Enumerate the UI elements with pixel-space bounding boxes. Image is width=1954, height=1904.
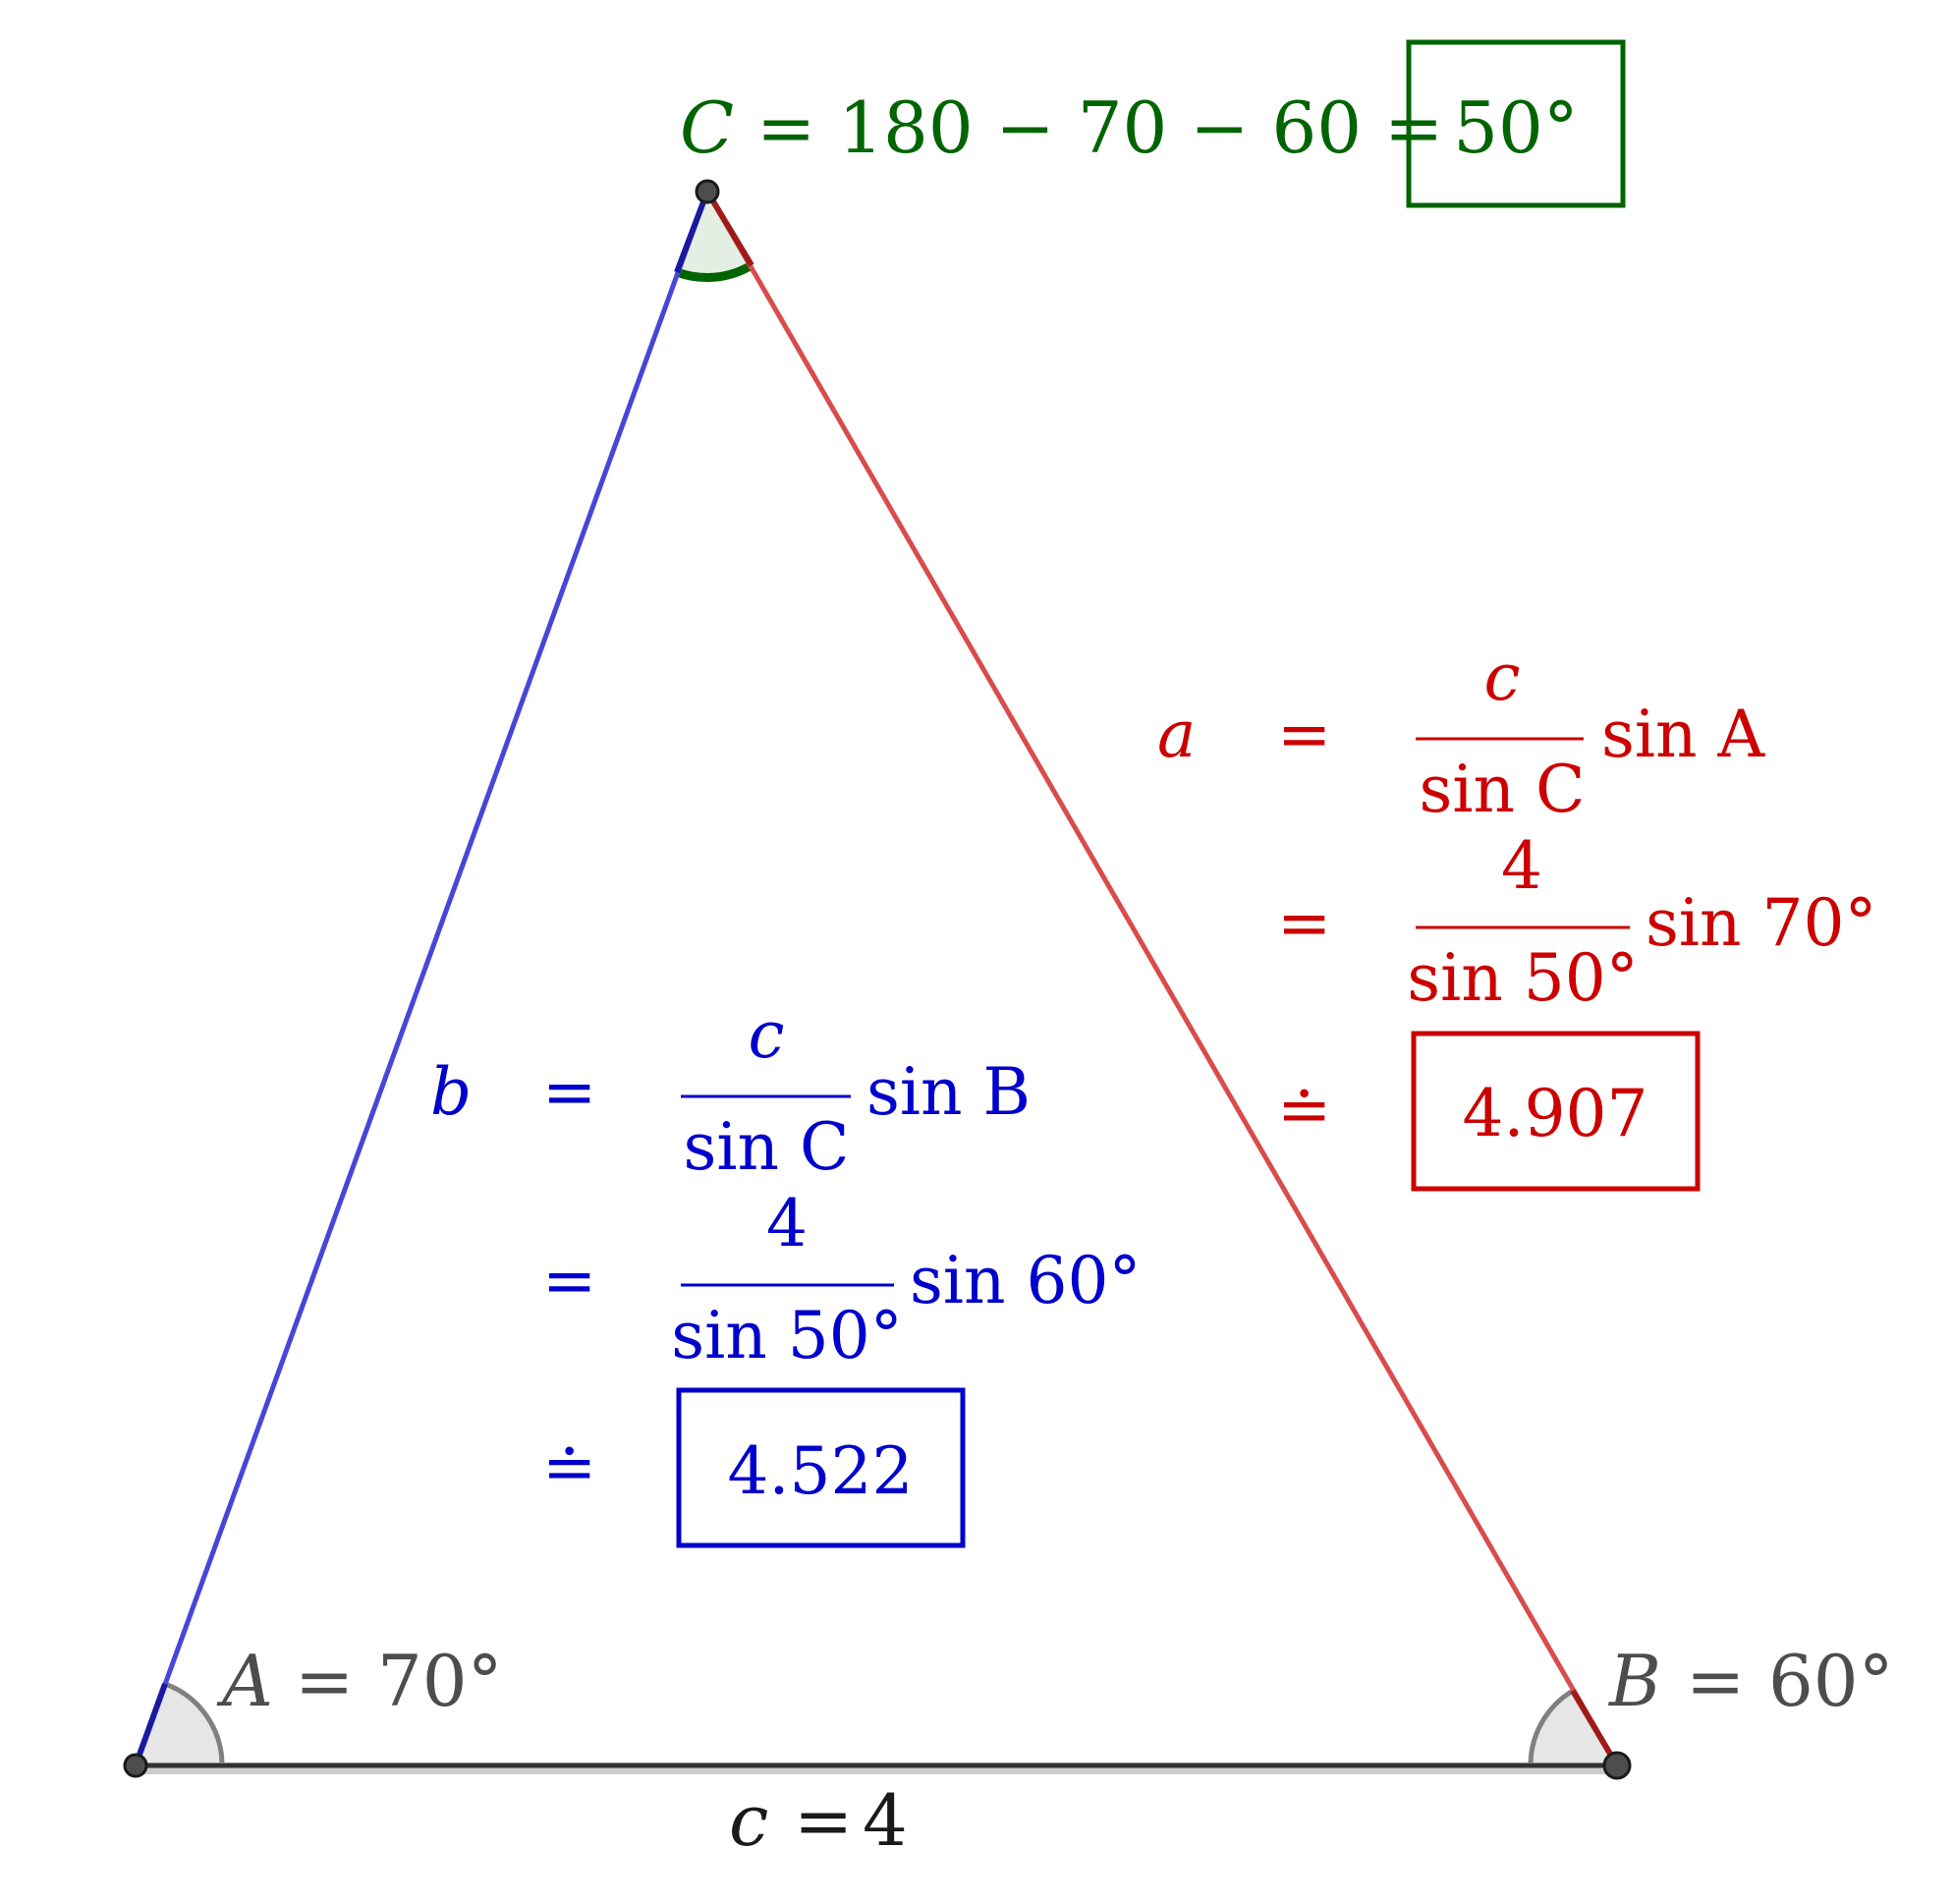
side-b-line2-rel: = <box>542 1243 596 1318</box>
side-b-accent-C <box>674 190 710 274</box>
angle-B-var: B <box>1607 1640 1661 1722</box>
side-b-accent-A <box>133 1682 168 1767</box>
side-a-line2-rel: = <box>1277 885 1331 961</box>
side-a-line2-tail: sin 70° <box>1646 885 1876 961</box>
angle-C-calc: C = 180 − 70 − 60 = 50° <box>680 39 1626 208</box>
side-a-line1-rel: = <box>1277 697 1331 772</box>
angle-A-arc <box>164 1681 225 1766</box>
side-a-line2-num: 4 <box>1501 828 1542 904</box>
side-c-var: c <box>729 1779 768 1862</box>
side-b-line1-den: sin C <box>684 1109 850 1185</box>
side-c-value: 4 <box>863 1779 908 1862</box>
side-b-lhs: b <box>430 1054 472 1130</box>
angle-A-eq: = <box>295 1640 354 1722</box>
side-a-line1-tail: sin A <box>1601 697 1765 772</box>
side-b-calc: b = c sin C sin B = 4 sin 50° sin 60° ≐ … <box>430 997 1141 1548</box>
angle-C-arc <box>675 261 754 282</box>
side-b-line2-num: 4 <box>766 1186 808 1261</box>
side-b-line3-rel: ≐ <box>542 1429 596 1505</box>
side-a-line2-den: sin 50° <box>1407 940 1638 1016</box>
vertex-A <box>123 1753 148 1778</box>
angle-A-value: 70° <box>377 1640 503 1722</box>
side-a <box>704 190 1620 1767</box>
side-a-line1-num: c <box>1484 640 1521 715</box>
angle-B-eq: = <box>1686 1640 1745 1722</box>
angle-C-expr: = 180 − 70 − 60 = <box>756 86 1443 169</box>
side-a-accent-B <box>1570 1689 1620 1767</box>
side-a-line3-rel: ≐ <box>1277 1072 1331 1148</box>
angle-C-result-box <box>1406 39 1626 208</box>
side-a-calc: a = c sin C sin A = 4 sin 50° sin 70° ≐ … <box>1157 640 1876 1192</box>
side-b-line1-num: c <box>749 997 785 1073</box>
side-a-line1-den: sin C <box>1420 752 1586 827</box>
side-b-line1-tail: sin B <box>866 1054 1031 1130</box>
angle-C-var: C <box>680 86 734 169</box>
angle-B-arc <box>1528 1688 1575 1766</box>
side-a-result: 4.907 <box>1463 1076 1648 1151</box>
side-b <box>133 191 710 1766</box>
angle-A-label: A = 70° <box>216 1640 503 1722</box>
angle-A-var: A <box>216 1640 273 1722</box>
side-a-lhs: a <box>1157 697 1196 772</box>
side-c-eq: = <box>794 1779 853 1862</box>
side-a-accent-C <box>704 190 754 267</box>
side-b-line1-rel: = <box>542 1054 596 1130</box>
vertex-B <box>1602 1751 1632 1780</box>
side-a-result-box <box>1411 1031 1701 1192</box>
side-b-line2-tail: sin 60° <box>910 1243 1141 1318</box>
vertex-C <box>695 179 720 204</box>
angle-B-label: B = 60° <box>1607 1640 1894 1722</box>
side-b-line2-den: sin 50° <box>671 1298 902 1373</box>
side-c-label: c = 4 <box>729 1779 908 1862</box>
angle-C-result: 50° <box>1453 86 1579 169</box>
angle-C-sector <box>677 192 752 278</box>
angle-B-sector <box>1530 1691 1617 1765</box>
side-b-result-box <box>676 1387 966 1548</box>
angle-A-sector <box>136 1684 223 1765</box>
angle-B-value: 60° <box>1768 1640 1894 1722</box>
side-b-result: 4.522 <box>728 1433 914 1509</box>
